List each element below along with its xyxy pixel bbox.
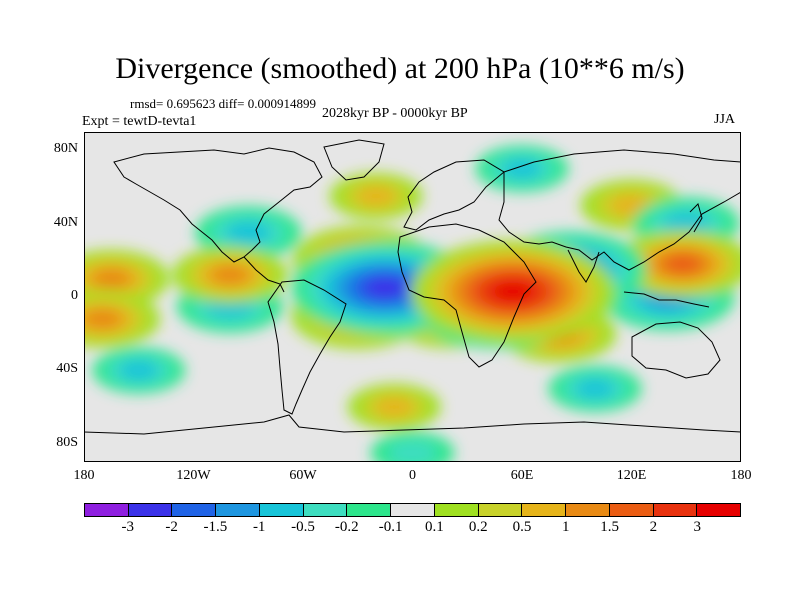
colorbar-label: -0.1	[378, 519, 403, 535]
divergence-field	[84, 145, 741, 462]
anomaly-contour	[225, 221, 272, 245]
colorbar-label: 2	[649, 519, 658, 535]
lat-label-0: 0	[71, 288, 78, 303]
rmsd-stats: rmsd= 0.695623 diff= 0.000914899	[130, 96, 316, 111]
lon-label-0: 0	[409, 468, 416, 483]
anomaly-contour	[118, 360, 159, 381]
lon-label-120e: 120E	[616, 468, 647, 483]
map-frame	[84, 132, 741, 462]
colorbar-cell	[391, 503, 435, 517]
colorbar-label: 0.5	[512, 519, 532, 535]
anomaly-contour	[663, 254, 702, 274]
season-label: JJA	[714, 112, 736, 127]
lon-label-120w: 120W	[176, 468, 211, 483]
lat-label-80s: 80S	[56, 434, 78, 450]
anomaly-contour	[363, 277, 407, 299]
colorbar-cell	[609, 503, 654, 517]
colorbar-cell	[259, 503, 304, 517]
chart-title: Divergence (smoothed) at 200 hPa (10**6 …	[115, 52, 685, 85]
anomaly-contour	[575, 378, 615, 399]
colorbar-label: -1	[252, 519, 266, 535]
anomaly-contour	[210, 265, 250, 285]
divergence-map	[84, 132, 741, 462]
lat-label-80n: 80N	[53, 141, 78, 157]
anomaly-contour	[374, 397, 415, 417]
colorbar-cell	[566, 503, 610, 517]
colorbar-label: -1.5	[203, 519, 228, 535]
colorbar-label: -3	[121, 519, 135, 535]
colorbar-cell	[478, 503, 523, 517]
anomaly-contour	[387, 440, 438, 462]
anomaly-contour	[356, 186, 396, 207]
lon-label-60w: 60W	[289, 468, 317, 483]
anomaly-contour	[92, 269, 131, 289]
lon-label-180w: 180	[73, 468, 95, 483]
coastline-japan	[689, 203, 703, 233]
coastline-central-america	[243, 256, 285, 293]
colorbar-label: 3	[693, 519, 701, 535]
colorbar-cell	[434, 503, 479, 517]
time-period: 2028kyr BP - 0000kyr BP	[322, 106, 468, 121]
coastline-asia	[498, 149, 741, 271]
anomaly-contour	[663, 212, 710, 236]
coastline-australia	[631, 321, 721, 379]
coastline-greenland	[323, 139, 385, 181]
colorbar-cell	[128, 503, 173, 517]
coastline-south-america	[267, 279, 347, 415]
colorbar-cell	[347, 503, 392, 517]
coastline-indonesia	[623, 291, 710, 308]
anomaly-contour	[502, 158, 542, 179]
experiment-label: Expt = tewtD-tevta1	[82, 114, 197, 129]
lat-label-40s: 40S	[56, 361, 78, 377]
anomaly-contour	[492, 281, 534, 302]
coastlines	[84, 139, 741, 435]
colorbar-label: 0.2	[468, 519, 488, 535]
anomaly-contour	[84, 309, 122, 329]
lon-label-180e: 180	[730, 468, 752, 483]
colorbar-label: 0.1	[425, 519, 444, 535]
colorbar-label: 1.5	[600, 519, 619, 535]
colorbar-cell	[303, 503, 348, 517]
lon-label-60e: 60E	[510, 468, 534, 483]
colorbar-cell	[697, 503, 742, 517]
coastline-india	[567, 249, 600, 283]
coastline-antarctica	[84, 414, 741, 435]
colorbar-label: -0.2	[334, 519, 359, 535]
coastline-north-america	[113, 147, 323, 263]
colorbar-cell	[172, 503, 217, 517]
colorbar-cell	[653, 503, 698, 517]
coastline-africa	[397, 223, 537, 368]
colorbar-cell	[84, 503, 129, 517]
colorbar-cell	[522, 503, 567, 517]
colorbar-label: -0.5	[291, 519, 315, 535]
colorbar-cell	[216, 503, 260, 517]
lat-label-40n: 40N	[53, 214, 78, 230]
colorbar	[84, 503, 742, 517]
colorbar-label: 1	[562, 519, 570, 535]
colorbar-label: -2	[165, 519, 178, 535]
